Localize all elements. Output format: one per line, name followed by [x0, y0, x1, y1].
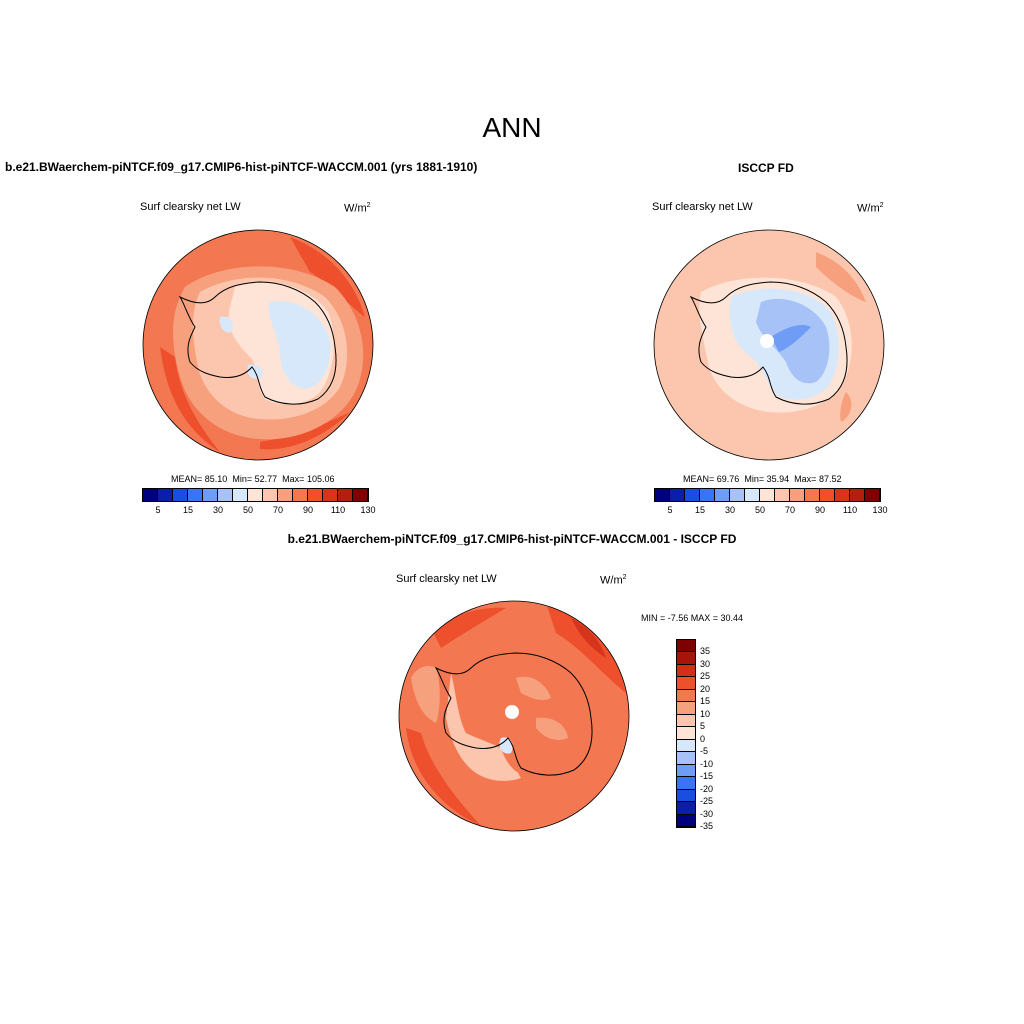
- colorbar-swatch: [677, 714, 695, 728]
- colorbar-tick-label: 25: [700, 671, 711, 682]
- colorbar-tick-label: 20: [700, 683, 711, 694]
- colorbar-tick-label: -30: [700, 808, 714, 819]
- colorbar-tick-label: 70: [784, 505, 795, 515]
- colorbar-tick-label: 30: [212, 505, 223, 515]
- colorbar-tick-label: 30: [724, 505, 735, 515]
- colorbar-swatch: [820, 489, 835, 501]
- colorbar-tick-label: 35: [700, 646, 711, 657]
- colorbar-swatch: [745, 489, 760, 501]
- variable-label: Surf clearsky net LW: [652, 201, 753, 213]
- colorbar-tick-label: -35: [700, 821, 714, 831]
- colorbar-tick-label: 10: [700, 708, 711, 719]
- colorbar-tick-label: 15: [694, 505, 705, 515]
- colorbar-swatch: [323, 489, 338, 501]
- colorbar-swatch: [677, 739, 695, 753]
- colorbar-swatch: [655, 489, 670, 501]
- colorbar-swatch: [233, 489, 248, 501]
- colorbar-swatch: [677, 640, 695, 653]
- colorbar-swatch: [677, 702, 695, 715]
- colorbar-tick-label: 130: [360, 505, 376, 515]
- colorbar-swatch: [677, 764, 695, 778]
- polar-map-model: [142, 229, 374, 461]
- variable-label: Surf clearsky net LW: [396, 573, 497, 585]
- colorbar-tick-label: 50: [754, 505, 765, 515]
- polar-map-diff: [398, 600, 630, 832]
- colorbar-swatch: [865, 489, 880, 501]
- colorbar-tick-label: 5: [700, 721, 706, 732]
- colorbar-swatch: [775, 489, 790, 501]
- colorbar-tick-label: 30: [700, 658, 711, 669]
- variable-label: Surf clearsky net LW: [140, 201, 241, 213]
- colorbar-swatch: [850, 489, 865, 501]
- colorbar-tick-label: 130: [872, 505, 888, 515]
- colorbar-swatch: [677, 664, 695, 678]
- colorbar: [142, 488, 369, 502]
- colorbar-swatch: [308, 489, 323, 501]
- colorbar: [654, 488, 881, 502]
- minmax-label: MIN = -7.56 MAX = 30.44: [641, 613, 744, 623]
- units-label: W/m2: [344, 202, 371, 215]
- colorbar-swatch: [158, 489, 173, 501]
- colorbar-swatch: [677, 677, 695, 690]
- colorbar-ticks: 5 15 30 50 70 90 110 130: [143, 505, 375, 517]
- colorbar-swatch: [715, 489, 730, 501]
- colorbar-swatch: [685, 489, 700, 501]
- colorbar-tick-label: 15: [700, 696, 711, 707]
- colorbar-tick-label: -15: [700, 771, 714, 782]
- colorbar-swatch: [677, 777, 695, 790]
- stats-line: MEAN= 69.76 Min= 35.94 Max= 87.52: [683, 474, 842, 484]
- colorbar-tick-label: 110: [842, 505, 858, 515]
- colorbar-tick-label: 50: [242, 505, 253, 515]
- colorbar-swatch: [805, 489, 820, 501]
- colorbar-vertical: [676, 639, 696, 828]
- colorbar-tick-label: -20: [700, 783, 714, 794]
- colorbar-tick-label: 110: [330, 505, 346, 515]
- colorbar-swatch: [677, 689, 695, 703]
- colorbar-swatch: [677, 752, 695, 765]
- polar-map-obs: [653, 229, 885, 461]
- colorbar-swatch: [143, 489, 158, 501]
- colorbar-swatch: [677, 802, 695, 815]
- panel-title-model: b.e21.BWaerchem-piNTCF.f09_g17.CMIP6-his…: [5, 160, 478, 174]
- colorbar-tick-label: 90: [302, 505, 313, 515]
- units-label: W/m2: [600, 574, 627, 587]
- colorbar-tick-label: 5: [667, 505, 673, 515]
- colorbar-swatch: [835, 489, 850, 501]
- panel-title-obs: ISCCP FD: [738, 161, 794, 175]
- colorbar-tick-label: 90: [814, 505, 825, 515]
- colorbar-swatch: [670, 489, 685, 501]
- colorbar-tick-label: -10: [700, 758, 714, 769]
- colorbar-swatch: [730, 489, 745, 501]
- colorbar-swatch: [263, 489, 278, 501]
- colorbar-swatch: [173, 489, 188, 501]
- colorbar-swatch: [188, 489, 203, 501]
- page-title: ANN: [482, 112, 542, 143]
- colorbar-swatch: [203, 489, 218, 501]
- colorbar-swatch: [338, 489, 353, 501]
- colorbar-swatch: [677, 727, 695, 740]
- colorbar-ticks: 35 30 25 20 15 10 5 0 -5 -10 -15 -20 -25 -30 -35: [700, 640, 740, 831]
- colorbar-swatch: [700, 489, 715, 501]
- colorbar-tick-label: -5: [700, 746, 709, 757]
- colorbar-swatch: [353, 489, 368, 501]
- colorbar-tick-label: 5: [155, 505, 161, 515]
- colorbar-swatch: [677, 814, 695, 828]
- colorbar-swatch: [760, 489, 775, 501]
- colorbar-swatch: [790, 489, 805, 501]
- colorbar-swatch: [278, 489, 293, 501]
- colorbar-ticks: 5 15 30 50 70 90 110 130: [655, 505, 887, 517]
- colorbar-swatch: [248, 489, 263, 501]
- units-label: W/m2: [857, 202, 884, 215]
- colorbar-tick-label: 70: [272, 505, 283, 515]
- panel-title-diff: b.e21.BWaerchem-piNTCF.f09_g17.CMIP6-his…: [287, 532, 737, 546]
- colorbar-swatch: [218, 489, 233, 501]
- colorbar-swatch: [293, 489, 308, 501]
- colorbar-tick-label: 0: [700, 733, 706, 744]
- colorbar-swatch: [677, 789, 695, 803]
- colorbar-swatch: [677, 652, 695, 665]
- colorbar-tick-label: 15: [182, 505, 193, 515]
- stats-line: MEAN= 85.10 Min= 52.77 Max= 105.06: [171, 474, 335, 484]
- colorbar-tick-label: -25: [700, 796, 714, 807]
